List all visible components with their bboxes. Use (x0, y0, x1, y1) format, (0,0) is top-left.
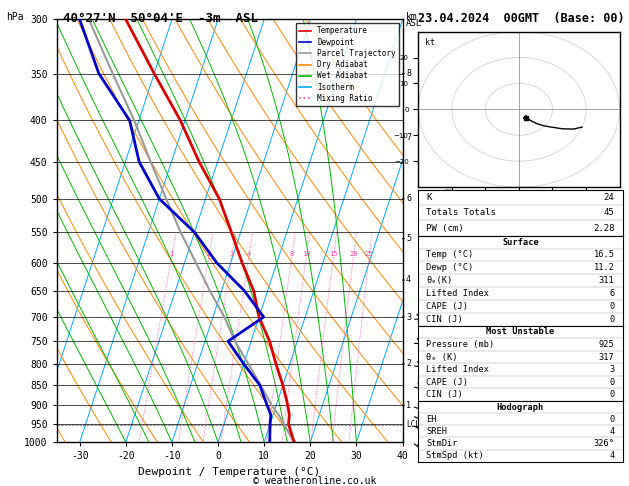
Text: 25: 25 (365, 251, 374, 257)
Text: 15: 15 (329, 251, 338, 257)
Text: 0: 0 (610, 315, 615, 324)
Text: Lifted Index: Lifted Index (426, 289, 489, 298)
Text: EH: EH (426, 415, 437, 424)
Text: ASL: ASL (406, 19, 422, 29)
Text: 0: 0 (610, 415, 615, 424)
Text: 1: 1 (406, 401, 411, 410)
Text: Hodograph: Hodograph (497, 402, 544, 412)
Text: CIN (J): CIN (J) (426, 390, 463, 399)
Text: 4: 4 (610, 451, 615, 460)
Text: CAPE (J): CAPE (J) (426, 302, 469, 311)
Text: km: km (406, 12, 418, 22)
Text: LCL: LCL (406, 420, 420, 430)
Text: 4: 4 (610, 427, 615, 436)
Text: 326°: 326° (594, 439, 615, 448)
Text: StmDir: StmDir (426, 439, 458, 448)
Text: Pressure (mb): Pressure (mb) (426, 340, 495, 349)
Text: Temp (°C): Temp (°C) (426, 250, 474, 260)
Text: 2.28: 2.28 (593, 224, 615, 232)
Text: 2: 2 (207, 251, 211, 257)
Text: θₑ(K): θₑ(K) (426, 276, 453, 285)
Text: 45: 45 (604, 208, 615, 217)
Text: hPa: hPa (6, 12, 24, 22)
Text: 11.2: 11.2 (594, 263, 615, 272)
Legend: Temperature, Dewpoint, Parcel Trajectory, Dry Adiabat, Wet Adiabat, Isotherm, Mi: Temperature, Dewpoint, Parcel Trajectory… (296, 23, 399, 106)
Text: © weatheronline.co.uk: © weatheronline.co.uk (253, 476, 376, 486)
Text: 4: 4 (247, 251, 251, 257)
Text: Surface: Surface (502, 238, 539, 246)
Text: 3: 3 (406, 312, 411, 322)
Text: 0: 0 (610, 302, 615, 311)
Text: 24: 24 (604, 193, 615, 202)
Text: 2: 2 (406, 359, 411, 368)
Text: 3: 3 (610, 365, 615, 374)
Text: 0: 0 (610, 378, 615, 387)
Text: 8: 8 (290, 251, 294, 257)
Text: 4: 4 (406, 276, 411, 284)
Text: kt: kt (425, 37, 435, 47)
Text: StmSpd (kt): StmSpd (kt) (426, 451, 484, 460)
Text: 311: 311 (599, 276, 615, 285)
Text: 7: 7 (406, 133, 411, 142)
Text: 8: 8 (406, 69, 411, 78)
Text: 1: 1 (169, 251, 174, 257)
Text: K: K (426, 193, 432, 202)
Text: 0: 0 (610, 390, 615, 399)
Text: 10: 10 (302, 251, 311, 257)
Text: θₑ (K): θₑ (K) (426, 352, 458, 362)
Text: 317: 317 (599, 352, 615, 362)
Text: PW (cm): PW (cm) (426, 224, 464, 232)
Text: 40°27'N  50°04'E  -3m  ASL: 40°27'N 50°04'E -3m ASL (63, 12, 258, 25)
Text: SREH: SREH (426, 427, 447, 436)
Text: CAPE (J): CAPE (J) (426, 378, 469, 387)
X-axis label: Dewpoint / Temperature (°C): Dewpoint / Temperature (°C) (138, 467, 321, 477)
Text: 6: 6 (610, 289, 615, 298)
Text: 20: 20 (349, 251, 357, 257)
Text: Dewp (°C): Dewp (°C) (426, 263, 474, 272)
Text: 6: 6 (406, 194, 411, 203)
Text: 3: 3 (230, 251, 234, 257)
Text: 5: 5 (406, 234, 411, 243)
Text: CIN (J): CIN (J) (426, 315, 463, 324)
Text: 925: 925 (599, 340, 615, 349)
Text: Mixing Ratio (g/kg): Mixing Ratio (g/kg) (444, 183, 453, 278)
Text: Totals Totals: Totals Totals (426, 208, 496, 217)
Text: Most Unstable: Most Unstable (486, 328, 555, 336)
Text: Lifted Index: Lifted Index (426, 365, 489, 374)
Text: 16.5: 16.5 (594, 250, 615, 260)
Text: 23.04.2024  00GMT  (Base: 00): 23.04.2024 00GMT (Base: 00) (418, 12, 625, 25)
